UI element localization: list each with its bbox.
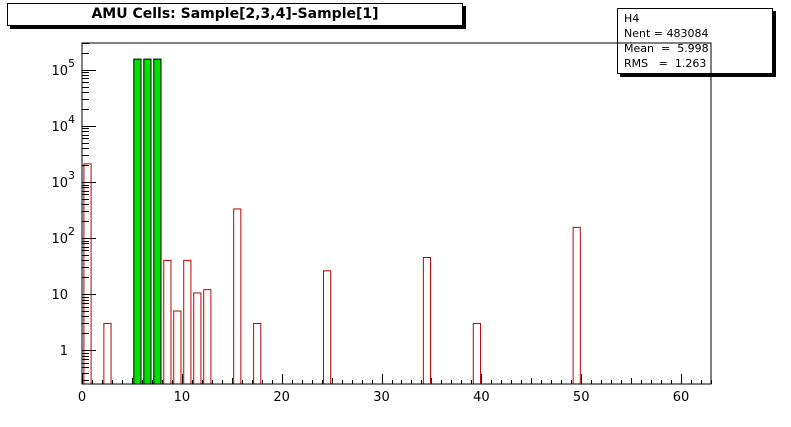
x-tick-label: 30 — [373, 390, 390, 405]
x-tick-label: 40 — [473, 390, 490, 405]
histogram-bars — [83, 58, 581, 385]
stats-label: Nent — [624, 27, 651, 40]
y-tick-exponent: 3 — [68, 169, 75, 182]
stats-value: 483084 — [666, 27, 709, 40]
histogram-bar — [183, 259, 192, 385]
histogram-bar — [103, 322, 112, 385]
stats-label: Mean — [624, 42, 654, 55]
y-tick-label: 1 — [60, 344, 68, 359]
stats-box: H4 Nent = 483084 Mean = 5.998 RMS = 1.26… — [617, 8, 773, 74]
histogram-bar — [422, 256, 432, 385]
histogram-bar — [153, 58, 162, 385]
y-tick-label: 10 — [51, 232, 68, 247]
histogram-bar — [572, 226, 581, 385]
x-tick-label: 0 — [78, 390, 86, 405]
stats-row-nent: Nent = 483084 — [624, 27, 709, 40]
x-tick-label: 20 — [273, 390, 290, 405]
stats-name: H4 — [624, 12, 640, 25]
histogram-bar — [472, 322, 481, 385]
plot-frame — [81, 42, 712, 385]
histogram-bar — [143, 58, 152, 385]
histogram-bar — [323, 270, 332, 385]
x-tick-label: 60 — [673, 390, 690, 405]
stats-row-rms: RMS = 1.263 — [624, 57, 707, 70]
y-tick-label: 10 — [51, 64, 68, 79]
x-tick-label: 10 — [174, 390, 191, 405]
histogram-bar — [253, 322, 262, 385]
y-tick-exponent: 2 — [68, 225, 75, 238]
histogram-bar — [233, 208, 242, 385]
histogram-bar — [203, 289, 212, 385]
y-tick-exponent: 5 — [68, 57, 75, 70]
histogram-bar — [173, 310, 182, 385]
stats-value: 5.998 — [677, 42, 709, 55]
histogram-bar — [133, 58, 142, 385]
y-tick-exponent: 4 — [68, 113, 75, 126]
stats-label: RMS — [624, 57, 649, 70]
stats-value: 1.263 — [674, 57, 707, 70]
histogram-bar — [193, 292, 202, 385]
y-tick-label: 10 — [51, 176, 68, 191]
y-tick-label: 10 — [51, 120, 68, 135]
y-tick-label: 10 — [51, 288, 68, 303]
x-tick-label: 50 — [573, 390, 590, 405]
chart-title: AMU Cells: Sample[2,3,4]-Sample[1] — [7, 3, 463, 26]
stats-row-mean: Mean = 5.998 — [624, 42, 709, 55]
histogram-bar — [163, 259, 172, 385]
